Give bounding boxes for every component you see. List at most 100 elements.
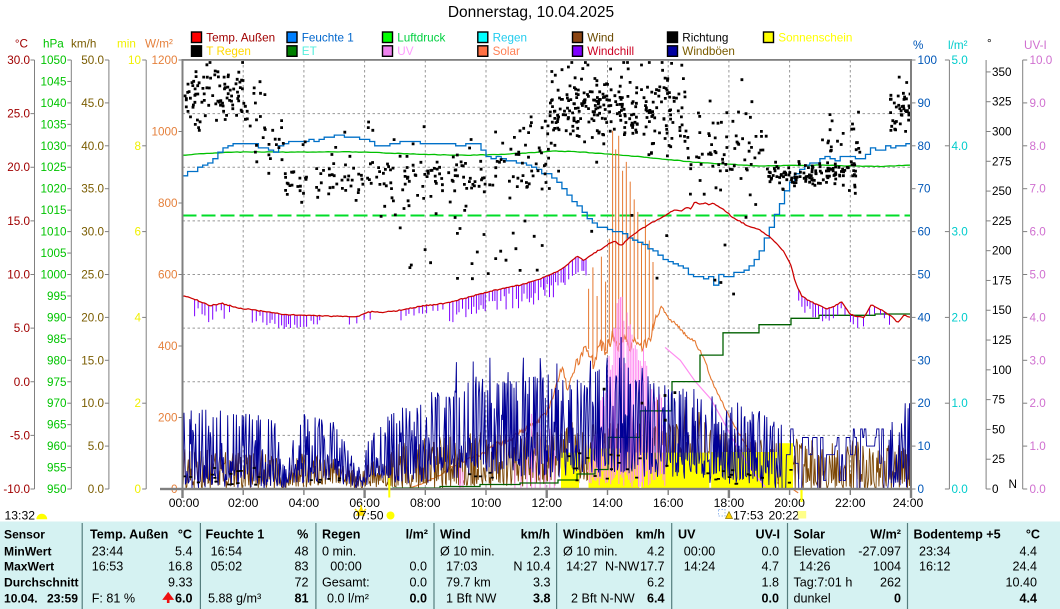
svg-text:04:00: 04:00 xyxy=(289,496,320,510)
svg-text:1004: 1004 xyxy=(873,560,901,574)
svg-text:16:12: 16:12 xyxy=(919,560,951,574)
svg-text:60: 60 xyxy=(918,226,932,239)
svg-text:300: 300 xyxy=(992,126,1012,139)
svg-text:1030: 1030 xyxy=(40,140,67,153)
svg-text:1.0: 1.0 xyxy=(1030,440,1047,453)
svg-text:0.0: 0.0 xyxy=(409,592,427,606)
svg-text:275: 275 xyxy=(992,155,1012,168)
svg-text:1.8: 1.8 xyxy=(761,576,779,590)
svg-text:N-NW: N-NW xyxy=(605,560,639,574)
svg-text:90: 90 xyxy=(918,97,932,110)
svg-text:00:00: 00:00 xyxy=(684,545,716,559)
svg-text:965: 965 xyxy=(47,419,67,432)
svg-text:5.88 g/m³: 5.88 g/m³ xyxy=(208,592,261,606)
svg-text:0: 0 xyxy=(918,483,925,496)
svg-text:45.0: 45.0 xyxy=(81,97,104,110)
svg-text:17:53: 17:53 xyxy=(733,509,764,523)
svg-text:125: 125 xyxy=(992,334,1012,347)
svg-text:Feuchte 1: Feuchte 1 xyxy=(302,31,354,44)
svg-text:25.0: 25.0 xyxy=(7,108,30,121)
svg-text:100: 100 xyxy=(992,364,1012,377)
svg-text:1005: 1005 xyxy=(40,247,67,260)
svg-text:12:00: 12:00 xyxy=(532,496,563,510)
svg-text:08:00: 08:00 xyxy=(410,496,441,510)
svg-text:250: 250 xyxy=(992,185,1012,198)
svg-text:79.7 km: 79.7 km xyxy=(446,576,491,590)
svg-text:175: 175 xyxy=(992,275,1012,288)
svg-text:0.0: 0.0 xyxy=(952,483,969,496)
svg-text:Bodentemp +5: Bodentemp +5 xyxy=(914,528,1001,542)
svg-text:0.0: 0.0 xyxy=(761,545,779,559)
svg-text:0.0: 0.0 xyxy=(14,376,31,389)
svg-text:Windchill: Windchill xyxy=(587,45,634,58)
svg-text:0.0: 0.0 xyxy=(761,592,779,606)
svg-text:-10.0: -10.0 xyxy=(3,483,30,496)
svg-text:18:00: 18:00 xyxy=(714,496,745,510)
svg-text:1045: 1045 xyxy=(40,75,67,88)
svg-text:-27.097: -27.097 xyxy=(858,545,901,559)
svg-text:35.0: 35.0 xyxy=(81,183,104,196)
svg-text:2.0: 2.0 xyxy=(952,311,969,324)
svg-text:15.0: 15.0 xyxy=(81,354,104,367)
svg-text:1015: 1015 xyxy=(40,204,67,217)
svg-text:UV-I: UV-I xyxy=(1024,39,1047,52)
svg-text:30: 30 xyxy=(918,354,932,367)
svg-text:9.0: 9.0 xyxy=(1030,97,1047,110)
svg-text:800: 800 xyxy=(158,197,178,210)
svg-text:10.0: 10.0 xyxy=(1030,54,1053,67)
svg-text:N 10.4: N 10.4 xyxy=(513,560,550,574)
svg-text:6.0: 6.0 xyxy=(1030,226,1047,239)
svg-text:5.4: 5.4 xyxy=(175,545,193,559)
svg-text:Windböen: Windböen xyxy=(563,528,624,542)
svg-text:Windböen: Windböen xyxy=(682,45,735,58)
svg-text:14:27: 14:27 xyxy=(566,560,598,574)
svg-text:5.0: 5.0 xyxy=(14,322,31,335)
svg-text:4.4: 4.4 xyxy=(1019,545,1037,559)
svg-text:30.0: 30.0 xyxy=(81,226,104,239)
svg-text:50.0: 50.0 xyxy=(81,54,104,67)
svg-text:20: 20 xyxy=(918,397,932,410)
svg-text:F: 81 %: F: 81 % xyxy=(92,592,135,606)
svg-text:dunkel: dunkel xyxy=(794,592,831,606)
svg-text:Richtung: Richtung xyxy=(682,31,728,44)
svg-text:7.0: 7.0 xyxy=(1030,183,1047,196)
svg-text:3.3: 3.3 xyxy=(533,576,551,590)
svg-text:2: 2 xyxy=(134,397,141,410)
svg-text:225: 225 xyxy=(992,215,1012,228)
svg-text:970: 970 xyxy=(47,397,67,410)
svg-text:10: 10 xyxy=(918,440,932,453)
svg-text:0.0: 0.0 xyxy=(88,483,105,496)
svg-text:Solar: Solar xyxy=(794,528,826,542)
svg-text:Sonnenschein: Sonnenschein xyxy=(778,31,852,44)
svg-text:4.7: 4.7 xyxy=(761,560,779,574)
svg-text:16:53: 16:53 xyxy=(92,560,124,574)
svg-text:960: 960 xyxy=(47,440,67,453)
svg-text:4.2: 4.2 xyxy=(647,545,665,559)
svg-text:6.2: 6.2 xyxy=(647,576,665,590)
svg-text:150: 150 xyxy=(992,304,1012,317)
svg-text:Donnerstag, 10.04.2025: Donnerstag, 10.04.2025 xyxy=(448,4,614,21)
svg-text:1 Bft NW: 1 Bft NW xyxy=(446,592,496,606)
svg-text:24.4: 24.4 xyxy=(1012,560,1037,574)
svg-text:Sensor: Sensor xyxy=(4,528,45,542)
svg-text:4: 4 xyxy=(134,311,141,324)
svg-text:3.0: 3.0 xyxy=(952,226,969,239)
svg-text:1050: 1050 xyxy=(40,54,67,67)
svg-text:ET: ET xyxy=(302,45,317,58)
svg-text:995: 995 xyxy=(47,290,67,303)
svg-text:02:00: 02:00 xyxy=(228,496,259,510)
svg-text:2.0: 2.0 xyxy=(1030,397,1047,410)
svg-text:75: 75 xyxy=(992,394,1006,407)
svg-text:80: 80 xyxy=(918,140,932,153)
svg-text:25: 25 xyxy=(992,453,1006,466)
svg-text:20:22: 20:22 xyxy=(769,509,800,523)
svg-text:00:00: 00:00 xyxy=(330,560,362,574)
svg-text:325: 325 xyxy=(992,96,1012,109)
svg-text:200: 200 xyxy=(158,412,178,425)
svg-text:Wind: Wind xyxy=(440,528,471,542)
svg-text:50: 50 xyxy=(992,423,1006,436)
svg-text:Tag:7:01 h: Tag:7:01 h xyxy=(794,576,853,590)
svg-text:16.8: 16.8 xyxy=(168,560,193,574)
svg-text:Elevation: Elevation xyxy=(794,545,846,559)
svg-text:23:44: 23:44 xyxy=(92,545,124,559)
